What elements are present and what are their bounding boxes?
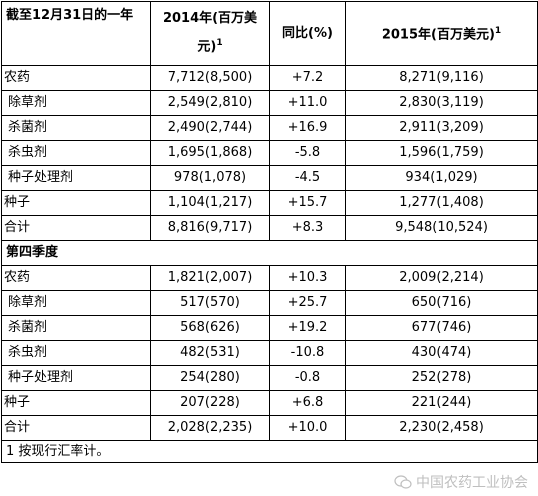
value-2015: 1,596(1,759) <box>345 140 538 166</box>
value-2014: 2,490(2,744) <box>150 115 270 141</box>
table-row: 种子 207(228) +6.8 221(244) <box>1 390 538 416</box>
row-label: 杀虫剂 <box>1 140 151 166</box>
table-row: 农药 7,712(8,500) +7.2 8,271(9,116) <box>1 65 538 91</box>
value-2015: 430(474) <box>345 340 538 366</box>
value-2015: 2,830(3,119) <box>345 90 538 116</box>
value-yoy: +7.2 <box>269 65 346 91</box>
value-yoy: +25.7 <box>269 290 346 316</box>
header-2015: 2015年(百万美元)1 <box>345 1 538 66</box>
value-2014: 254(280) <box>150 365 270 391</box>
header-yoy: 同比(%) <box>269 1 346 66</box>
value-2015: 934(1,029) <box>345 165 538 191</box>
value-yoy: +11.0 <box>269 90 346 116</box>
table-row: 种子 1,104(1,217) +15.7 1,277(1,408) <box>1 190 538 216</box>
value-2014: 207(228) <box>150 390 270 416</box>
value-2014: 2,549(2,810) <box>150 90 270 116</box>
value-yoy: +8.3 <box>269 215 346 241</box>
value-yoy: +10.3 <box>269 265 346 291</box>
value-yoy: -10.8 <box>269 340 346 366</box>
header-period: 截至12月31日的一年 <box>1 1 151 66</box>
value-yoy: +15.7 <box>269 190 346 216</box>
value-yoy: -4.5 <box>269 165 346 191</box>
value-2014: 1,821(2,007) <box>150 265 270 291</box>
header-row: 截至12月31日的一年 2014年(百万美元)1 同比(%) 2015年(百万美… <box>1 1 538 66</box>
row-label: 农药 <box>1 265 151 291</box>
value-yoy: +16.9 <box>269 115 346 141</box>
footnote: 1 按现行汇率计。 <box>1 440 538 463</box>
row-label: 种子处理剂 <box>1 365 151 391</box>
row-label: 农药 <box>1 65 151 91</box>
row-label: 种子 <box>1 390 151 416</box>
value-2015: 2,911(3,209) <box>345 115 538 141</box>
value-yoy: +10.0 <box>269 415 346 441</box>
row-label: 除草剂 <box>1 290 151 316</box>
table-row: 合计 8,816(9,717) +8.3 9,548(10,524) <box>1 215 538 241</box>
table-row: 种子处理剂 978(1,078) -4.5 934(1,029) <box>1 165 538 191</box>
row-label: 种子 <box>1 190 151 216</box>
table-row: 杀菌剂 2,490(2,744) +16.9 2,911(3,209) <box>1 115 538 141</box>
sales-table: 截至12月31日的一年 2014年(百万美元)1 同比(%) 2015年(百万美… <box>1 1 538 463</box>
value-2015: 650(716) <box>345 290 538 316</box>
value-2014: 1,104(1,217) <box>150 190 270 216</box>
value-2015: 2,230(2,458) <box>345 415 538 441</box>
watermark: 中国农药工业协会 <box>394 472 528 492</box>
header-2014: 2014年(百万美元)1 <box>150 1 270 66</box>
value-yoy: +19.2 <box>269 315 346 341</box>
value-2015: 9,548(10,524) <box>345 215 538 241</box>
section-title: 第四季度 <box>1 240 538 266</box>
section-row: 第四季度 <box>1 240 538 266</box>
value-2015: 677(746) <box>345 315 538 341</box>
row-label: 杀菌剂 <box>1 315 151 341</box>
value-2014: 568(626) <box>150 315 270 341</box>
table-row: 除草剂 517(570) +25.7 650(716) <box>1 290 538 316</box>
value-2015: 1,277(1,408) <box>345 190 538 216</box>
wechat-icon <box>394 475 412 489</box>
value-2014: 1,695(1,868) <box>150 140 270 166</box>
value-2015: 221(244) <box>345 390 538 416</box>
value-2015: 2,009(2,214) <box>345 265 538 291</box>
table-row: 合计 2,028(2,235) +10.0 2,230(2,458) <box>1 415 538 441</box>
value-yoy: -5.8 <box>269 140 346 166</box>
footnote-row: 1 按现行汇率计。 <box>1 440 538 463</box>
value-2014: 2,028(2,235) <box>150 415 270 441</box>
row-label: 杀菌剂 <box>1 115 151 141</box>
table-row: 杀虫剂 482(531) -10.8 430(474) <box>1 340 538 366</box>
watermark-text: 中国农药工业协会 <box>416 475 528 491</box>
value-2014: 7,712(8,500) <box>150 65 270 91</box>
value-2014: 517(570) <box>150 290 270 316</box>
table-row: 种子处理剂 254(280) -0.8 252(278) <box>1 365 538 391</box>
row-label: 合计 <box>1 415 151 441</box>
table-row: 农药 1,821(2,007) +10.3 2,009(2,214) <box>1 265 538 291</box>
value-yoy: +6.8 <box>269 390 346 416</box>
table-row: 除草剂 2,549(2,810) +11.0 2,830(3,119) <box>1 90 538 116</box>
value-2014: 8,816(9,717) <box>150 215 270 241</box>
row-label: 除草剂 <box>1 90 151 116</box>
value-2014: 978(1,078) <box>150 165 270 191</box>
row-label: 杀虫剂 <box>1 340 151 366</box>
value-yoy: -0.8 <box>269 365 346 391</box>
table-row: 杀虫剂 1,695(1,868) -5.8 1,596(1,759) <box>1 140 538 166</box>
value-2015: 252(278) <box>345 365 538 391</box>
value-2014: 482(531) <box>150 340 270 366</box>
row-label: 种子处理剂 <box>1 165 151 191</box>
table-row: 杀菌剂 568(626) +19.2 677(746) <box>1 315 538 341</box>
value-2015: 8,271(9,116) <box>345 65 538 91</box>
row-label: 合计 <box>1 215 151 241</box>
